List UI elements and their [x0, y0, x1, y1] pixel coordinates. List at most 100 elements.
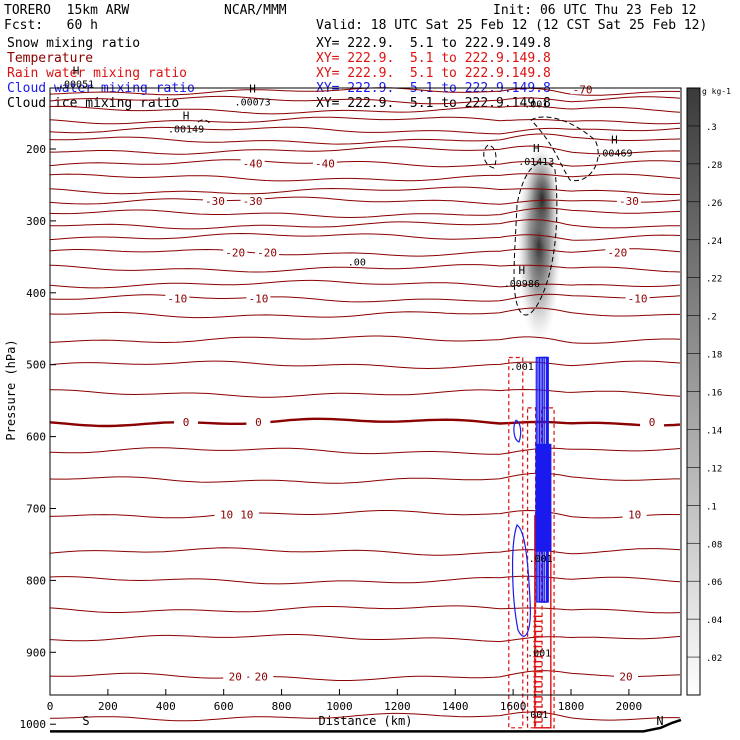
temperature-label-bg — [622, 508, 647, 520]
temperature-contour-label: -40 — [315, 157, 335, 170]
temperature-contour — [49, 264, 681, 273]
temperature-contour — [49, 307, 680, 319]
colorbar-tick-label: .3 — [706, 123, 717, 133]
maximum-marker: H — [518, 264, 525, 277]
colorbar-tick-label: .04 — [706, 616, 722, 626]
x-tick-label: 1600 — [500, 700, 527, 713]
temperature-contour-label: 10 — [220, 508, 233, 521]
legend-snow: Snow mixing ratio — [7, 36, 141, 51]
x-tick-label: 1200 — [384, 700, 411, 713]
x-tick-label: 1800 — [558, 700, 585, 713]
colorbar-tick-label: .2 — [706, 313, 717, 323]
temperature-contour-label: -10 — [248, 293, 268, 306]
y-tick-label: 500 — [26, 359, 46, 372]
temperature-contour — [49, 186, 681, 195]
temperature-contour-label: 20 — [229, 671, 242, 684]
maximum-label: .001 — [524, 710, 548, 721]
temperature-contour — [49, 670, 681, 681]
legend-rain-xy: XY= 222.9. 5.1 to 222.9.149.8 — [316, 66, 551, 81]
valid-time: Valid: 18 UTC Sat 25 Feb 12 (12 CST Sat … — [316, 18, 708, 33]
temperature-contour — [49, 207, 681, 219]
temperature-label-bg — [616, 194, 641, 206]
rain-contour — [526, 407, 537, 729]
temperature-label-bg — [214, 508, 239, 520]
temperature-label-bg — [625, 292, 650, 304]
temperature-contour — [49, 360, 681, 370]
temperature-contour — [49, 335, 681, 344]
temperature-contour — [49, 133, 681, 145]
legend-temperature: Temperature — [7, 51, 94, 66]
maximum-marker: H — [611, 133, 618, 146]
temperature-contour — [50, 711, 681, 722]
y-tick-label: 700 — [26, 503, 46, 516]
temperature-contour-label: -30 — [619, 195, 639, 208]
temperature-contour — [50, 219, 680, 230]
temperature-contour — [49, 547, 681, 556]
south-label: S — [82, 714, 89, 728]
cloud-water-contour — [513, 419, 522, 443]
temperature-label-bg — [165, 292, 190, 304]
x-tick-label: 800 — [272, 700, 292, 713]
ice-contour — [483, 144, 497, 169]
maximum-label: .00 — [348, 258, 366, 269]
temperature-contour — [50, 145, 681, 155]
temperature-contour-label: -20 — [225, 247, 245, 260]
legend-snow-xy: XY= 222.9. 5.1 to 222.9.149.8 — [316, 36, 551, 51]
plot-frame — [49, 87, 682, 696]
maximum-label: .00469 — [596, 148, 632, 159]
temperature-contour — [49, 605, 681, 614]
temperature-contour — [49, 232, 681, 241]
temperature-contour-label: -70 — [573, 83, 593, 96]
maximum-label: .001 — [510, 362, 534, 373]
maximum-label: .01413 — [518, 157, 554, 168]
temperature-label-bg — [255, 246, 280, 258]
maximum-label: .00051 — [58, 79, 94, 90]
maximum-label: .00986 — [504, 279, 540, 290]
temperature-contour-label: -10 — [628, 293, 648, 306]
maximum-label: .001 — [524, 99, 548, 110]
colorbar-tick-label: .16 — [706, 389, 722, 399]
temperature-label-bg — [614, 670, 639, 682]
temperature-contour — [49, 447, 681, 455]
maximum-label: .001 — [527, 649, 551, 660]
north-label: N — [656, 714, 663, 728]
x-tick-label: 2000 — [616, 700, 643, 713]
legend-temperature-xy: XY= 222.9. 5.1 to 222.9.149.8 — [316, 51, 551, 66]
maximum-marker: H — [73, 64, 80, 77]
temperature-contour-label: -40 — [243, 157, 263, 170]
maximum-label: .00073 — [235, 97, 271, 108]
temperature-label-bg — [246, 416, 271, 428]
y-tick-label: 400 — [26, 287, 46, 300]
cloud-water-core — [535, 443, 552, 552]
rain-contour — [508, 356, 524, 729]
temperature-contour-label: -20 — [257, 247, 277, 260]
temperature-label-bg — [240, 194, 265, 206]
colorbar-unit: g kg-1 — [702, 87, 731, 96]
temperature-contour — [49, 159, 681, 168]
colorbar-tick-label: .26 — [706, 199, 722, 209]
colorbar-tick-label: .08 — [706, 540, 722, 550]
maximum-label: .001 — [529, 554, 553, 565]
temperature-contour — [49, 248, 681, 257]
temperature-label-bg — [202, 194, 227, 206]
colorbar-tick-label: .12 — [706, 464, 722, 474]
ice-contour — [197, 119, 212, 126]
temperature-contour — [50, 388, 681, 398]
temperature-contour-label: 20 — [255, 671, 268, 684]
temperature-contour-label: -20 — [607, 247, 627, 260]
y-tick-label: 800 — [26, 574, 46, 587]
temperature-contour — [49, 95, 681, 105]
colorbar-tick-label: .24 — [706, 237, 722, 247]
temperature-label-bg — [640, 416, 665, 428]
temperature-label-bg — [240, 157, 265, 169]
y-tick-label: 200 — [26, 143, 46, 156]
temperature-contour-label: 20 — [619, 671, 632, 684]
x-tick-label: 1400 — [442, 700, 469, 713]
x-tick-label: 1000 — [326, 700, 353, 713]
temperature-contour-label: 10 — [240, 508, 253, 521]
maximum-marker: H — [533, 142, 540, 155]
y-tick-label: 600 — [26, 431, 46, 444]
y-tick-label: 900 — [26, 646, 46, 659]
legend-rain: Rain water mixing ratio — [7, 66, 188, 81]
temperature-label-bg — [234, 508, 259, 520]
